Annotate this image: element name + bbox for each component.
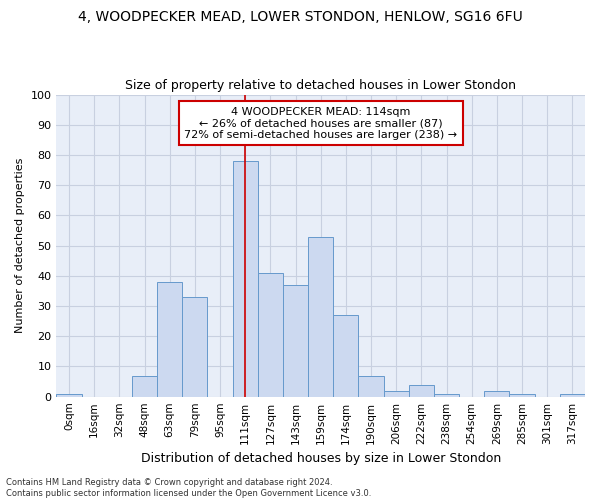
Text: Contains HM Land Registry data © Crown copyright and database right 2024.
Contai: Contains HM Land Registry data © Crown c… (6, 478, 371, 498)
Bar (358, 376, 383, 396)
X-axis label: Distribution of detached houses by size in Lower Stondon: Distribution of detached houses by size … (140, 452, 501, 465)
Bar (333, 315, 358, 396)
Bar (308, 236, 333, 396)
Bar (258, 273, 283, 396)
Bar (56, 394, 82, 396)
Bar (434, 394, 459, 396)
Bar (157, 282, 182, 397)
Bar (509, 394, 535, 396)
Y-axis label: Number of detached properties: Number of detached properties (15, 158, 25, 334)
Bar (383, 390, 409, 396)
Text: 4, WOODPECKER MEAD, LOWER STONDON, HENLOW, SG16 6FU: 4, WOODPECKER MEAD, LOWER STONDON, HENLO… (77, 10, 523, 24)
Bar (283, 285, 308, 397)
Bar (560, 394, 585, 396)
Text: 4 WOODPECKER MEAD: 114sqm
← 26% of detached houses are smaller (87)
72% of semi-: 4 WOODPECKER MEAD: 114sqm ← 26% of detac… (184, 106, 457, 140)
Bar (233, 161, 258, 396)
Bar (182, 297, 208, 396)
Bar (409, 384, 434, 396)
Bar (484, 390, 509, 396)
Bar (132, 376, 157, 396)
Title: Size of property relative to detached houses in Lower Stondon: Size of property relative to detached ho… (125, 79, 516, 92)
